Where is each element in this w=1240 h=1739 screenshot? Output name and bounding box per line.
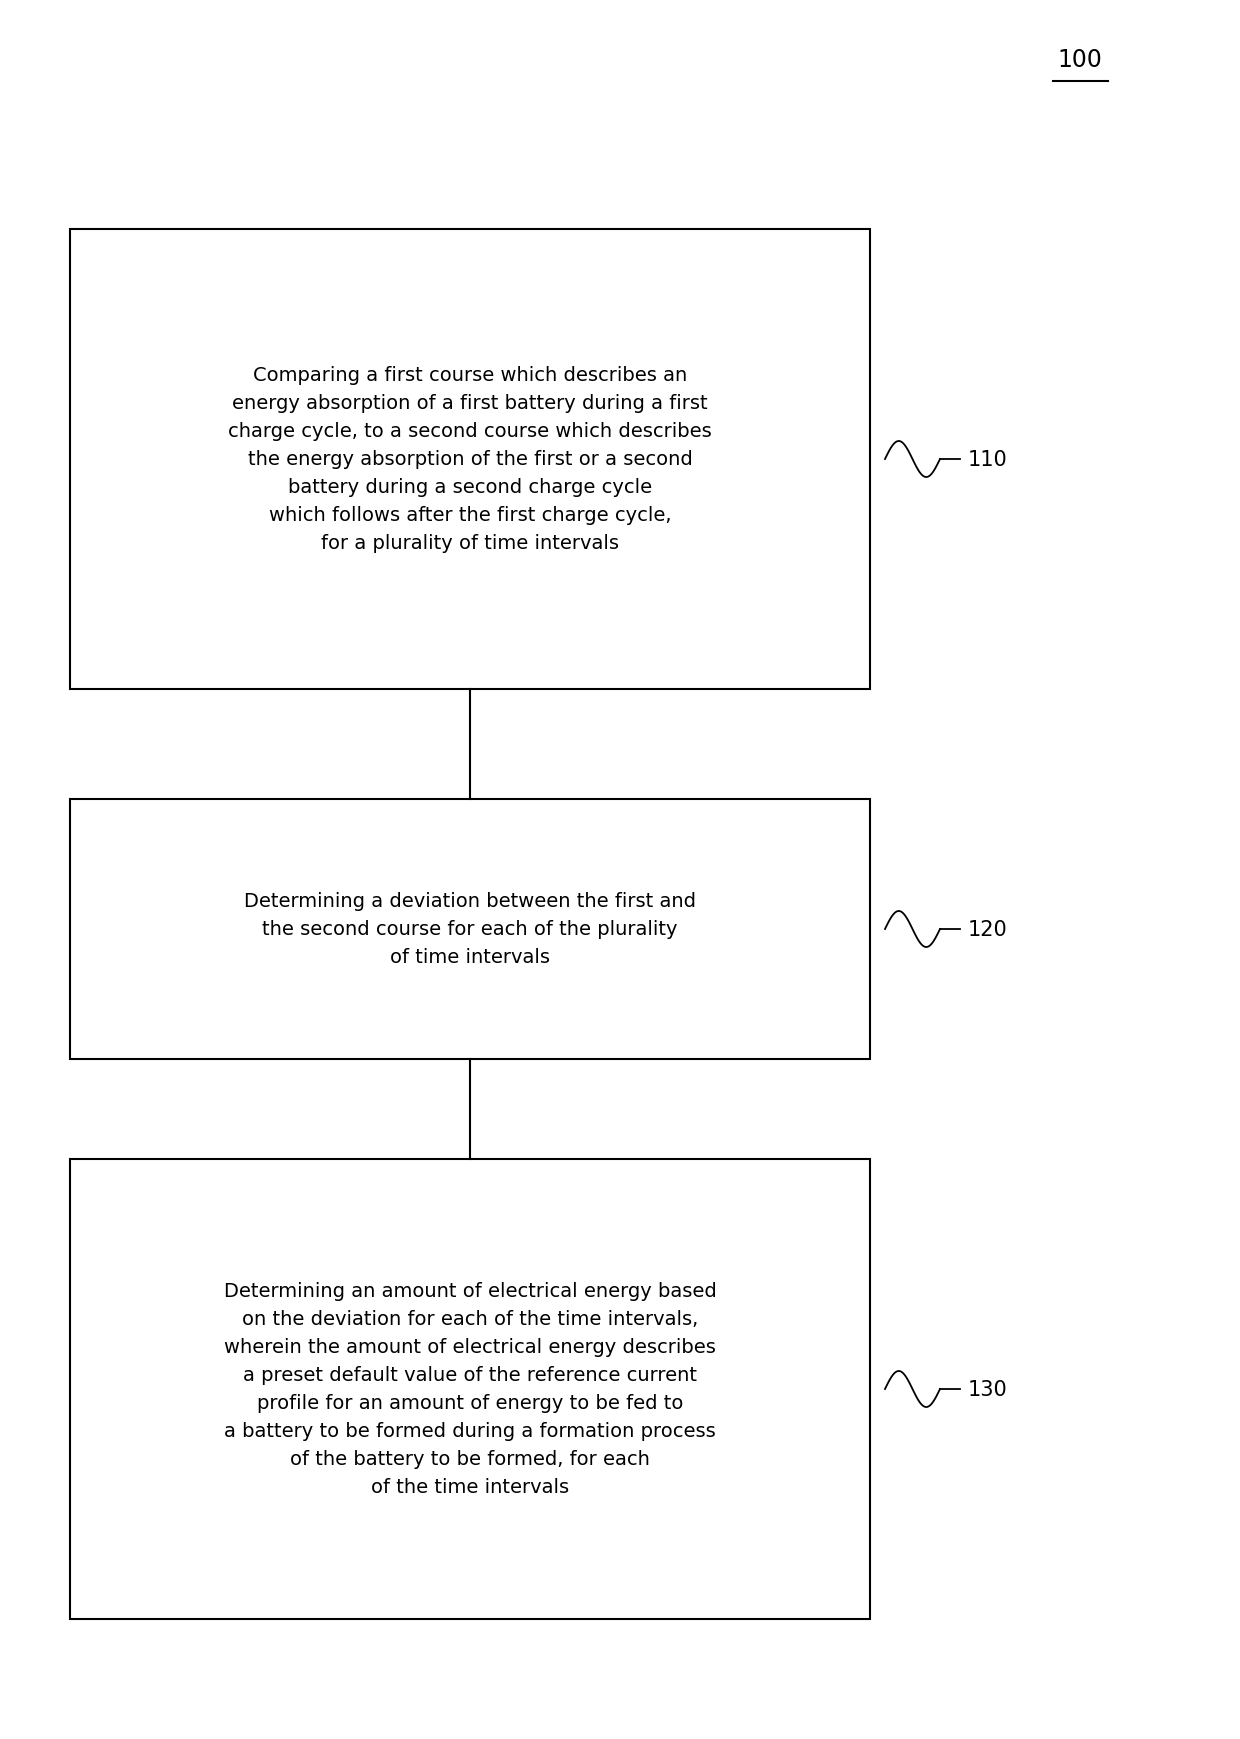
Text: Comparing a first course which describes an
energy absorption of a first battery: Comparing a first course which describes… [228,367,712,553]
Text: Determining a deviation between the first and
the second course for each of the : Determining a deviation between the firs… [244,892,696,967]
Text: Determining an amount of electrical energy based
on the deviation for each of th: Determining an amount of electrical ener… [223,1282,717,1497]
Text: 100: 100 [1058,49,1102,71]
Bar [69,800,870,1059]
Bar [69,1160,870,1619]
Text: 130: 130 [968,1379,1008,1400]
Text: 110: 110 [968,450,1008,470]
Bar [69,230,870,690]
Text: 120: 120 [968,920,1008,939]
